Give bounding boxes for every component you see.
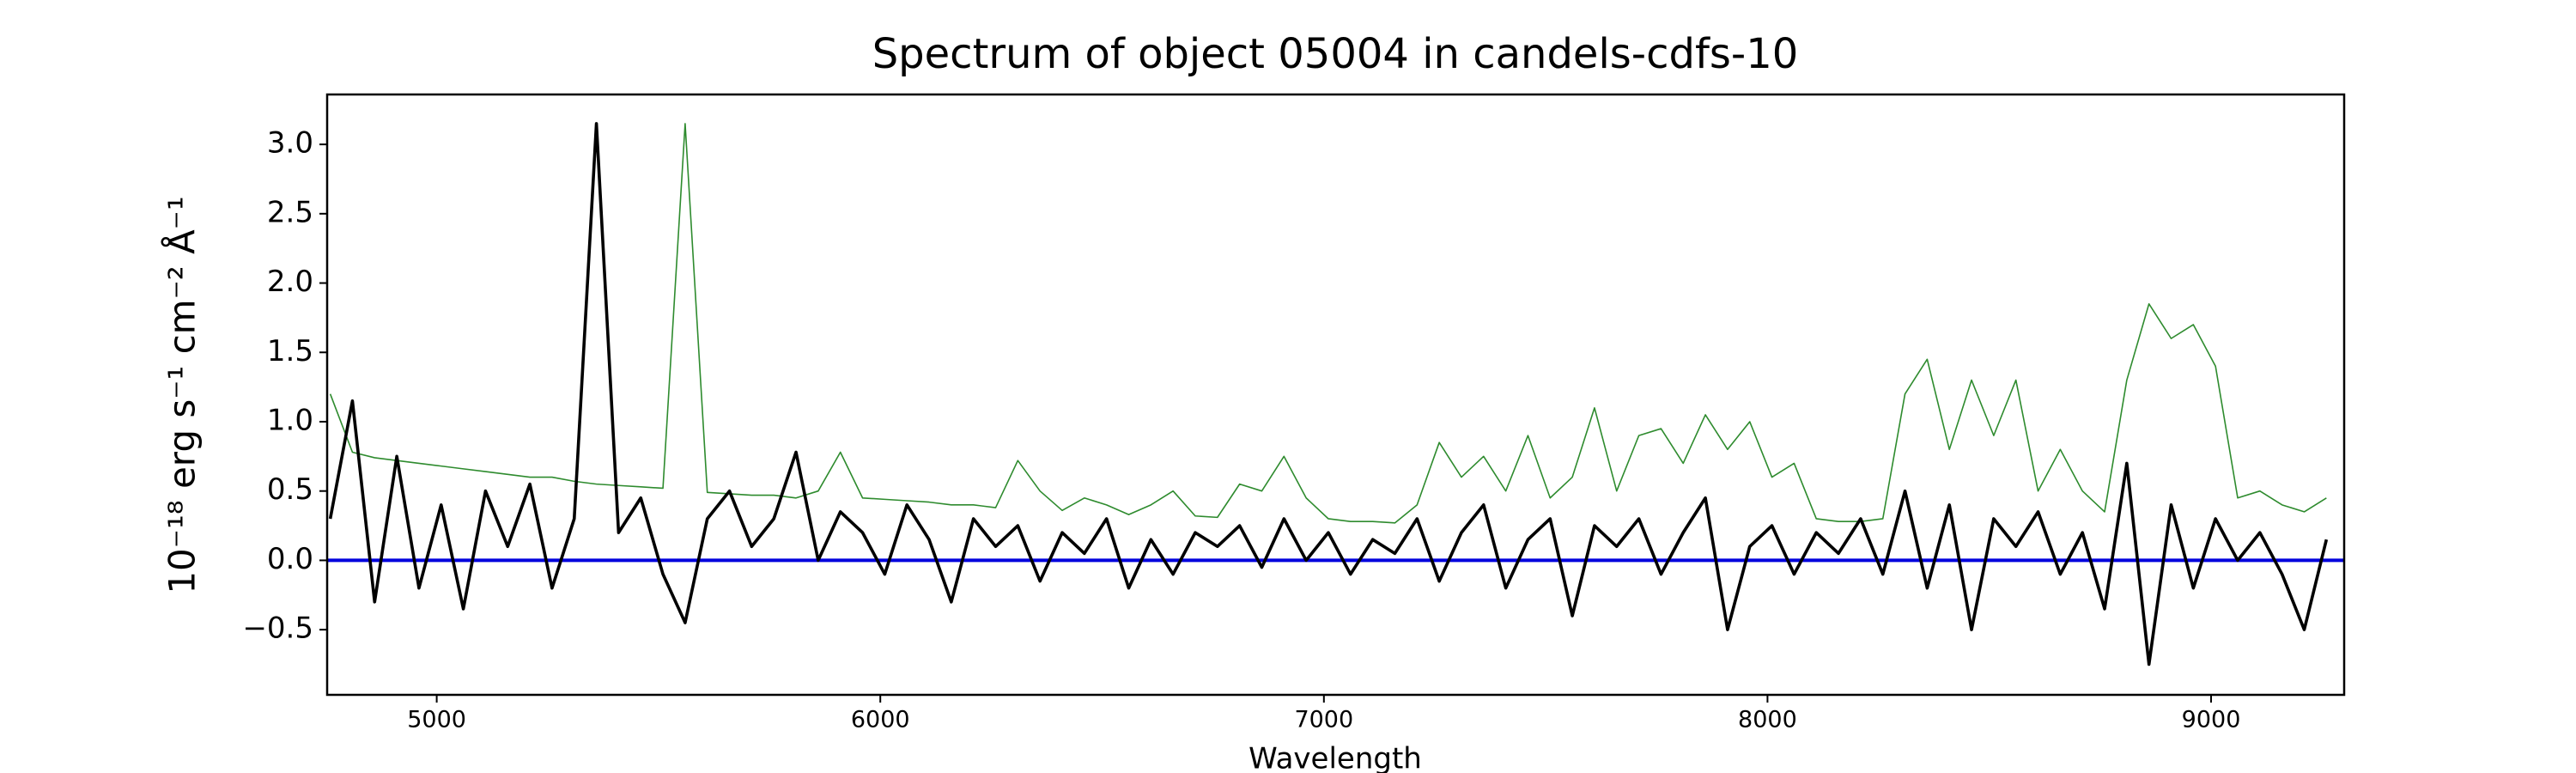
y-axis-label: 10⁻¹⁸ erg s⁻¹ cm⁻² Å⁻¹	[161, 196, 204, 593]
y-tick-label: 1.5	[267, 334, 313, 368]
y-tick-label: 3.0	[267, 126, 313, 161]
y-tick-label: 2.5	[267, 195, 313, 229]
y-tick-label: 0.0	[267, 542, 313, 576]
plot-area	[327, 122, 2344, 666]
x-tick-label: 5000	[407, 707, 466, 733]
y-tick-label: 2.0	[267, 265, 313, 299]
spectrum-line	[328, 122, 2329, 666]
x-axis-label: Wavelength	[1249, 742, 1422, 773]
y-tick-label: 0.5	[267, 472, 313, 507]
x-tick-label: 8000	[1738, 707, 1797, 733]
x-tick-label: 9000	[2182, 707, 2241, 733]
y-tick-label: −0.5	[242, 612, 313, 646]
chart-title: Spectrum of object 05004 in candels-cdfs…	[872, 30, 1799, 78]
spectrum-line	[329, 123, 2327, 524]
x-tick-label: 7000	[1294, 707, 1353, 733]
axes-frame	[325, 93, 2346, 697]
x-tick-label: 6000	[851, 707, 910, 733]
y-tick-label: 1.0	[267, 403, 313, 437]
